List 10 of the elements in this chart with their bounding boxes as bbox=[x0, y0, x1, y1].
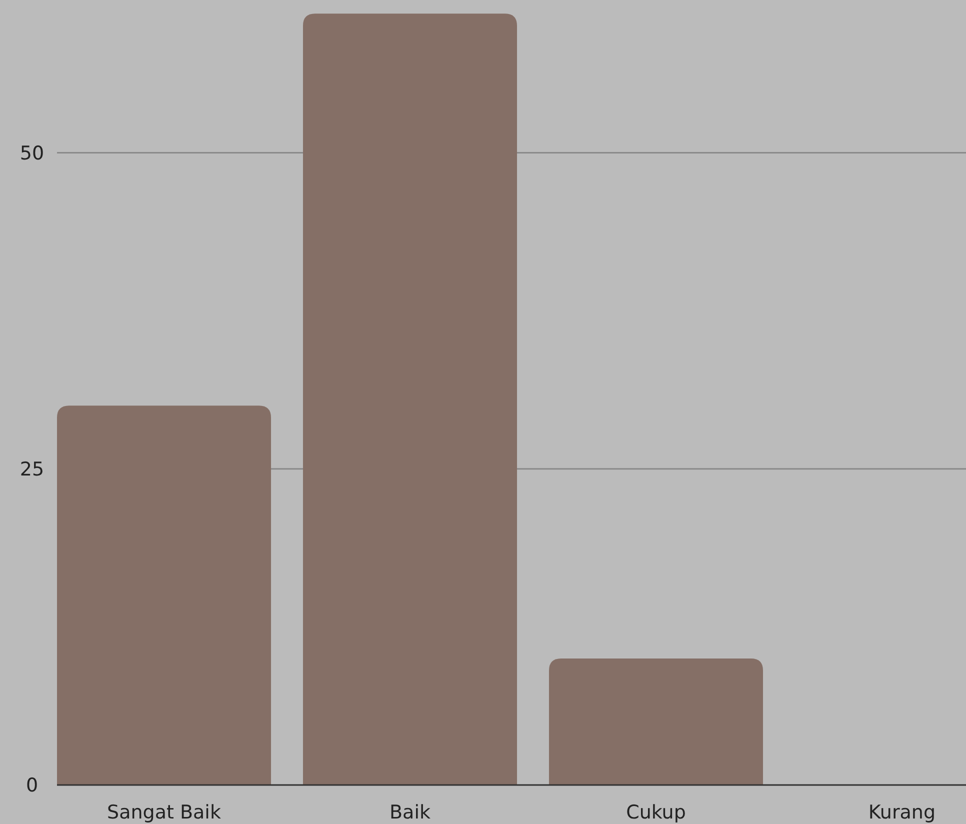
x-tick-label: Kurang bbox=[868, 802, 936, 824]
y-tick-label: 0 bbox=[26, 774, 38, 797]
x-tick-label: Cukup bbox=[626, 802, 686, 824]
x-tick-label: Sangat Baik bbox=[107, 802, 221, 824]
y-tick-label: 25 bbox=[20, 458, 44, 481]
y-tick-label: 50 bbox=[20, 142, 44, 164]
bar bbox=[57, 406, 272, 785]
bar bbox=[302, 14, 518, 785]
x-tick-label: Baik bbox=[390, 802, 430, 824]
bar bbox=[548, 658, 764, 785]
